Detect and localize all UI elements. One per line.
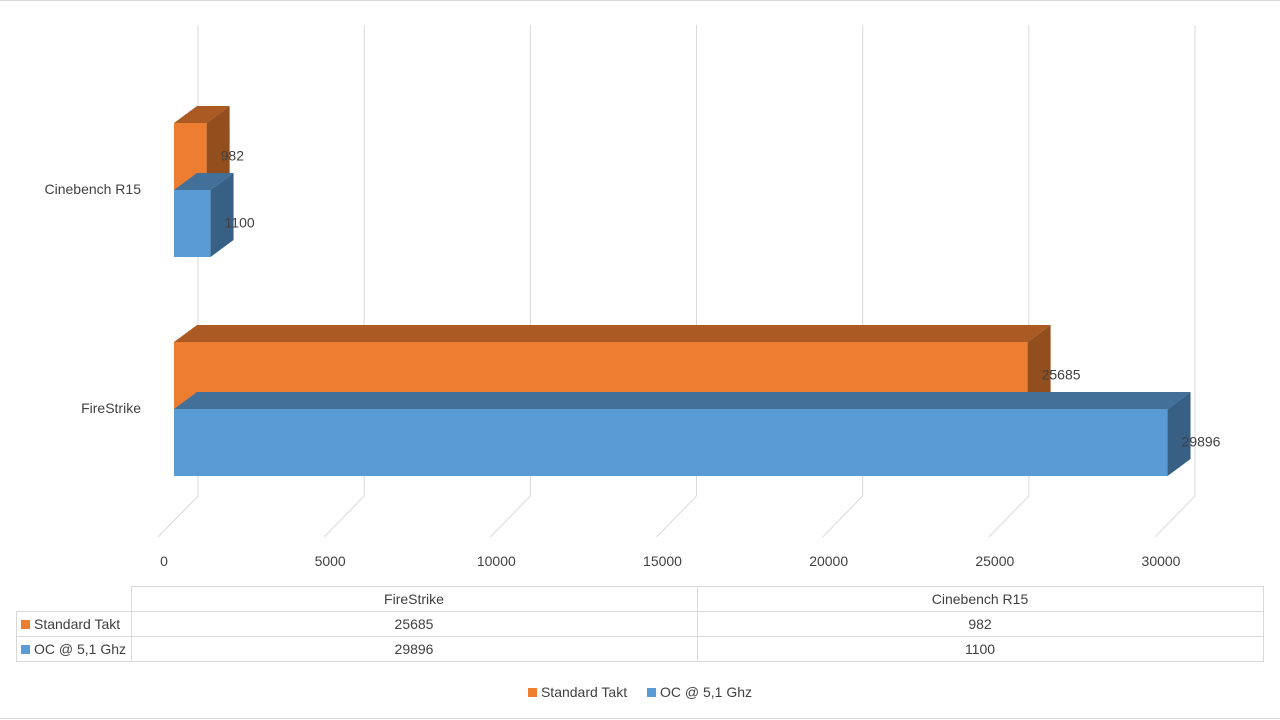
bar-top	[174, 392, 1191, 409]
floor-gridline	[323, 495, 365, 538]
data-table-header-row: FireStrike Cinebench R15	[16, 586, 1264, 612]
data-table-cell: 982	[696, 611, 1264, 637]
data-table-row-label: OC @ 5,1 Ghz	[16, 636, 132, 662]
legend-item: OC @ 5,1 Ghz	[647, 684, 752, 700]
bar-side	[1167, 392, 1191, 476]
x-tick-label: 30000	[1142, 553, 1181, 569]
legend-key-icon	[21, 620, 30, 629]
x-tick-label: 5000	[315, 553, 346, 569]
data-table-row: Standard Takt 25685 982	[16, 611, 1264, 637]
legend-label: OC @ 5,1 Ghz	[660, 684, 753, 700]
data-table-corner	[16, 586, 132, 612]
data-table-row-label-text: OC @ 5,1 Ghz	[34, 641, 127, 657]
data-table-row-label: Standard Takt	[16, 611, 132, 637]
legend-swatch-icon	[647, 688, 656, 697]
x-tick-label: 0	[160, 553, 168, 569]
legend-item: Standard Takt	[527, 684, 628, 700]
data-table-column-header: FireStrike	[130, 586, 698, 612]
floor-gridline	[988, 495, 1030, 538]
bar-side	[1027, 325, 1051, 409]
data-label: 25685	[1042, 367, 1081, 383]
chart-bottom-border	[0, 718, 1280, 719]
data-label: 982	[221, 148, 245, 164]
category-label: FireStrike	[81, 400, 141, 416]
floor-gridline	[489, 495, 531, 538]
data-table-row-label-text: Standard Takt	[34, 616, 121, 632]
data-table-row: OC @ 5,1 Ghz 29896 1100	[16, 636, 1264, 662]
x-tick-label: 10000	[477, 553, 516, 569]
floor-gridline	[656, 495, 697, 538]
bar-top	[174, 106, 230, 123]
data-table: FireStrike Cinebench R15 Standard Takt 2…	[16, 586, 1264, 662]
floor-gridline	[822, 495, 864, 538]
x-tick-label: 15000	[643, 553, 682, 569]
bar-side	[206, 106, 230, 190]
bar-front	[174, 409, 1168, 476]
bar-chart: 0 5000 10000 15000 20000 25000 30000 Cinebench …	[44, 25, 1221, 569]
data-label: 1100	[225, 215, 255, 231]
data-label: 29896	[1182, 434, 1221, 450]
bar-front	[174, 190, 211, 257]
legend-label: Standard Takt	[540, 684, 628, 700]
data-table-column-header: Cinebench R15	[696, 586, 1264, 612]
legend-swatch-icon	[527, 688, 537, 697]
bar-top	[174, 325, 1051, 342]
legend-key-icon	[21, 645, 30, 654]
data-table-cell: 25685	[130, 611, 698, 637]
x-tick-label: 25000	[975, 553, 1014, 569]
chart-legend: Standard Takt OC @ 5,1 Ghz	[0, 684, 1280, 700]
x-tick-label: 20000	[809, 553, 848, 569]
floor-gridline	[1154, 495, 1196, 538]
data-table-cell: 1100	[696, 636, 1264, 662]
bar-side	[210, 173, 234, 257]
bar-top	[174, 173, 234, 190]
data-table-cell: 29896	[130, 636, 698, 662]
chart-top-border	[0, 0, 1280, 1]
category-label: Cinebench R15	[44, 181, 141, 197]
floor-gridline	[157, 495, 199, 538]
